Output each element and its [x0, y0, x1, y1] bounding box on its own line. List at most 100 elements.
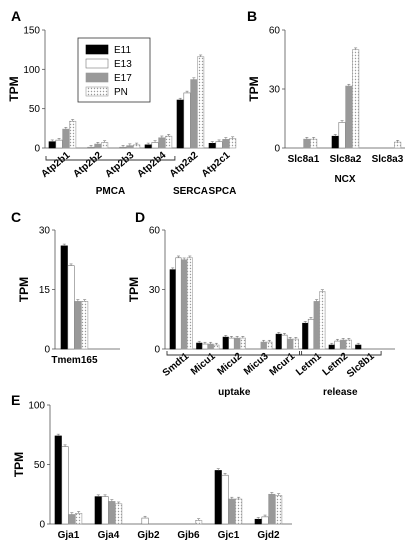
bar — [207, 343, 214, 350]
x-tick-label: Gja1 — [58, 530, 80, 541]
x-tick-label: Gjb6 — [177, 530, 200, 541]
bar — [175, 257, 182, 350]
bar — [334, 340, 341, 350]
bar — [215, 141, 223, 149]
bar — [54, 435, 62, 525]
bar — [144, 144, 152, 149]
legend: E11 E13 E17 PN — [77, 37, 151, 103]
bar — [196, 342, 203, 350]
y-tick-label: 0 — [34, 144, 40, 155]
bar — [181, 259, 188, 350]
bar — [67, 265, 75, 350]
bar — [74, 301, 82, 350]
bar — [228, 337, 235, 350]
bar — [266, 341, 273, 350]
bar — [221, 474, 229, 525]
bar — [151, 142, 159, 149]
bar — [319, 291, 326, 350]
bar — [394, 141, 402, 149]
legend-label: E13 — [114, 59, 132, 70]
bar — [254, 518, 262, 525]
x-tick-label: Slc8a3 — [372, 154, 404, 165]
bar — [275, 495, 283, 525]
y-tick-label: 60 — [269, 26, 281, 37]
bar — [94, 143, 102, 149]
y-axis-label: TPM — [12, 452, 26, 477]
bar — [328, 344, 335, 350]
legend-swatch — [85, 72, 109, 83]
group-bracket — [45, 156, 176, 161]
bar — [69, 120, 77, 149]
bar — [331, 135, 339, 149]
bar — [55, 139, 63, 149]
bar — [81, 301, 89, 350]
y-tick-label: 30 — [39, 226, 51, 237]
legend-label: E17 — [114, 73, 132, 84]
bar — [313, 301, 320, 350]
bar — [126, 145, 134, 149]
bar — [94, 496, 102, 525]
y-tick-label: 100 — [28, 401, 45, 412]
y-tick-label: 0 — [154, 345, 160, 356]
group-label: release — [323, 387, 358, 398]
bar — [158, 137, 166, 149]
group-label: SERCA — [173, 186, 208, 197]
bar — [222, 336, 229, 350]
x-tick-label: Gjd2 — [257, 530, 280, 541]
bar — [183, 92, 191, 149]
bar — [169, 269, 176, 350]
chart-panel-E: 0 50 100 TPM Gja1 Gja4 Gjb2 Gjb6 Gjc1 Gjd2 — [12, 401, 292, 541]
y-tick-label: 150 — [23, 26, 40, 37]
x-tick-label: Atp2b4 — [135, 150, 168, 180]
y-tick-label: 30 — [269, 85, 281, 96]
x-tick-label: Atp2c1 — [200, 150, 233, 180]
bar — [310, 138, 318, 149]
bar — [108, 501, 116, 525]
bar — [345, 85, 353, 149]
bar — [355, 344, 362, 350]
bar — [275, 333, 282, 350]
panel-letter: A — [11, 8, 21, 24]
y-tick-label: 30 — [149, 285, 161, 296]
bar — [261, 516, 269, 525]
x-tick-label: Atp2b3 — [103, 150, 136, 180]
group-bracket — [299, 351, 382, 356]
group-label: PMCA — [96, 186, 125, 197]
x-tick-label: Gja4 — [98, 530, 120, 541]
x-tick-label: Gjb2 — [137, 530, 160, 541]
bar — [61, 446, 69, 525]
y-axis-label: TPM — [247, 76, 261, 101]
panel-letter: E — [11, 392, 20, 408]
bar — [292, 338, 299, 350]
bar — [287, 338, 294, 350]
legend-swatch — [85, 58, 109, 69]
y-tick-label: 100 — [23, 65, 40, 76]
group-bracket — [166, 351, 303, 356]
bar — [208, 142, 216, 149]
x-tick-label: Slc8a2 — [330, 154, 362, 165]
bar — [352, 49, 360, 149]
y-tick-label: 15 — [39, 285, 51, 296]
panel-letter: B — [247, 8, 257, 24]
legend-swatch — [85, 44, 109, 55]
bar — [340, 339, 347, 350]
bar — [307, 318, 315, 350]
bar — [141, 517, 149, 525]
group-label: SPCA — [209, 186, 237, 197]
bar — [345, 339, 352, 350]
legend-label: PN — [114, 87, 128, 98]
bar — [239, 337, 246, 350]
panel-letter: C — [11, 209, 21, 225]
x-tick-label: Gjc1 — [218, 530, 240, 541]
x-tick-label: Atp2b2 — [71, 150, 104, 180]
y-axis-label: TPM — [127, 277, 141, 302]
bar — [60, 245, 68, 350]
y-tick-label: 0 — [44, 345, 50, 356]
y-tick-label: 50 — [34, 460, 46, 471]
y-tick-label: 0 — [274, 144, 280, 155]
bar — [62, 128, 70, 149]
legend-swatch — [85, 86, 109, 97]
y-tick-label: 0 — [39, 520, 45, 531]
bar — [176, 99, 184, 149]
